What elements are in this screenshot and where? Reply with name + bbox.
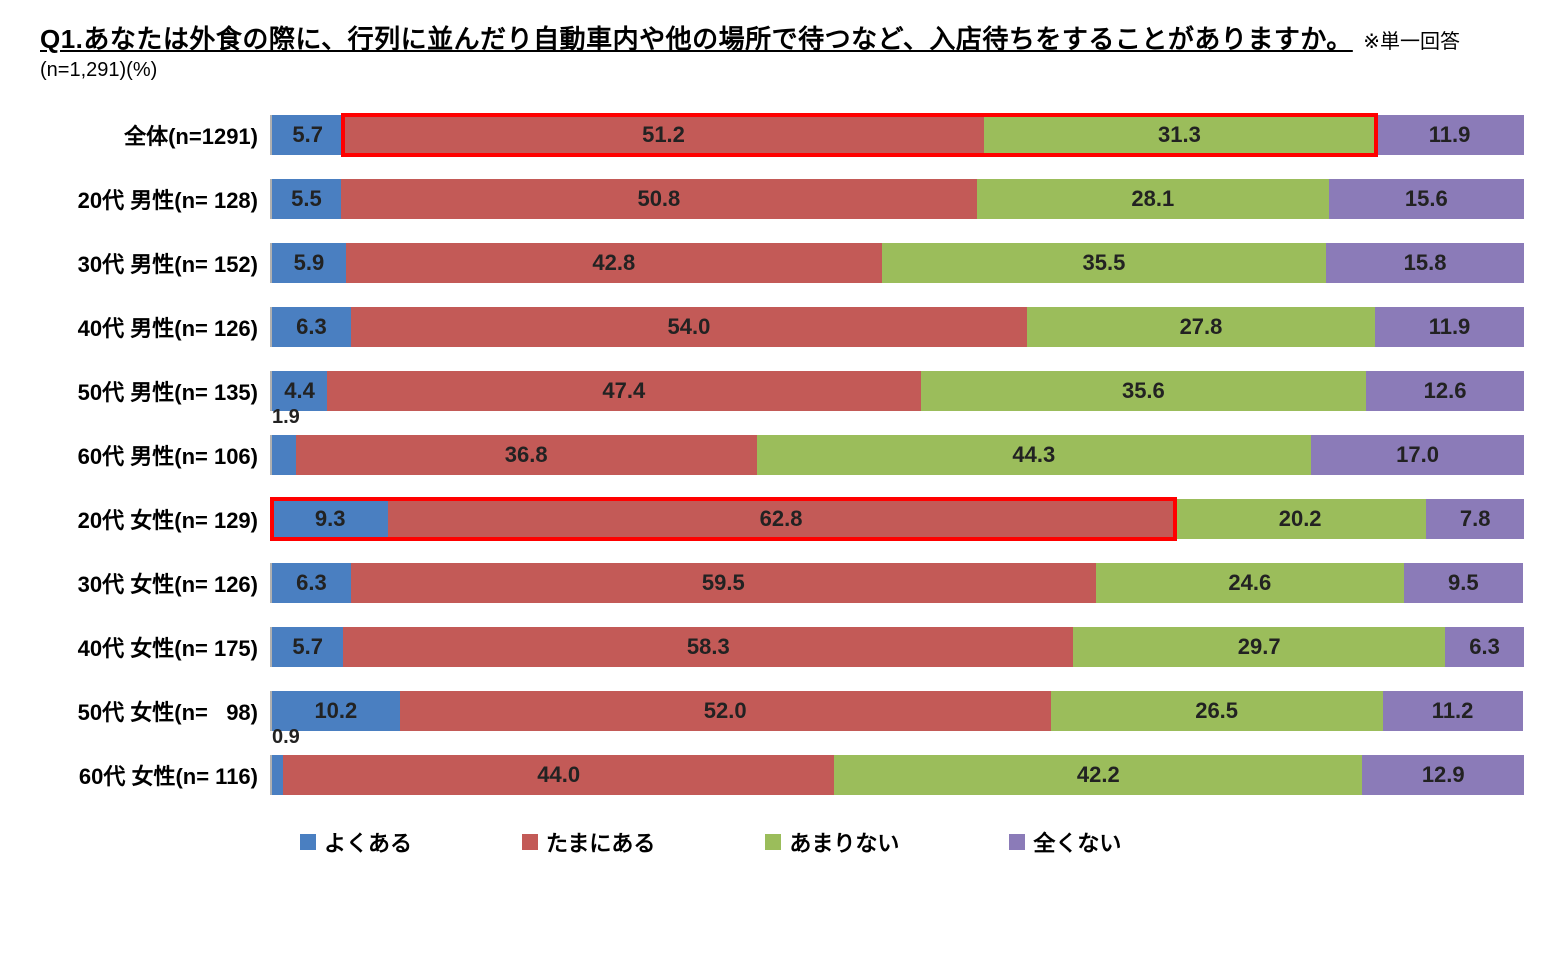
value-callout: 1.9 [272, 406, 300, 429]
bar-segment: 44.3 [757, 435, 1312, 475]
bar-segment: 9.3 [272, 499, 388, 539]
bar-segment: 59.5 [351, 563, 1096, 603]
row-label: 60代 女性(n= 116) [40, 759, 270, 791]
bar-segment: 26.5 [1051, 691, 1383, 731]
bar-segment: 52.0 [400, 691, 1051, 731]
bar-segment: 58.3 [343, 627, 1073, 667]
legend-item: あまりない [765, 826, 899, 858]
row-label: 40代 男性(n= 126) [40, 311, 270, 343]
legend: よくある たまにある あまりない 全くない [40, 826, 1524, 858]
legend-label: たまにある [546, 826, 655, 858]
bar-segment: 12.6 [1366, 371, 1524, 411]
stacked-bar-chart: 全体(n=1291)5.751.231.311.920代 男性(n= 128)5… [40, 112, 1524, 798]
bar-segment: 36.8 [296, 435, 757, 475]
legend-label: あまりない [789, 826, 899, 858]
bar-segment: 11.2 [1383, 691, 1523, 731]
row-label: 30代 男性(n= 152) [40, 247, 270, 279]
bar-area: 6.354.027.811.9 [270, 307, 1524, 347]
chart-row: 60代 女性(n= 116)0.944.042.212.9 [40, 752, 1524, 798]
bar-segment: 29.7 [1073, 627, 1445, 667]
bar-area: 5.751.231.311.9 [270, 115, 1524, 155]
bar-area: 10.252.026.511.2 [270, 691, 1524, 731]
bar-segment: 17.0 [1311, 435, 1524, 475]
bar-segment: 5.7 [272, 627, 343, 667]
legend-swatch [522, 834, 538, 850]
chart-row: 30代 男性(n= 152)5.942.835.515.8 [40, 240, 1524, 286]
bar-segment: 7.8 [1426, 499, 1524, 539]
chart-row: 60代 男性(n= 106)1.936.844.317.0 [40, 432, 1524, 478]
bar-segment [272, 435, 296, 475]
row-label: 50代 女性(n= 98) [40, 695, 270, 727]
chart-row: 50代 女性(n= 98)10.252.026.511.2 [40, 688, 1524, 734]
bar-segment: 15.6 [1329, 179, 1524, 219]
bar-segment: 6.3 [272, 563, 351, 603]
bar-segment: 51.2 [343, 115, 983, 155]
bar-area: 36.844.317.0 [270, 435, 1524, 475]
row-label: 全体(n=1291) [40, 119, 270, 151]
row-label: 50代 男性(n= 135) [40, 375, 270, 407]
chart-title-block: Q1.あなたは外食の際に、行列に並んだり自動車内や他の場所で待つなど、入店待ちを… [40, 20, 1524, 82]
bar-segment: 20.2 [1174, 499, 1427, 539]
chart-row: 20代 男性(n= 128)5.550.828.115.6 [40, 176, 1524, 222]
bar-segment: 24.6 [1096, 563, 1404, 603]
bar-area: 5.550.828.115.6 [270, 179, 1524, 219]
legend-item: よくある [300, 826, 412, 858]
bar-area: 6.359.524.69.5 [270, 563, 1524, 603]
bar-segment: 42.8 [346, 243, 882, 283]
bar-segment: 11.9 [1375, 307, 1524, 347]
legend-swatch [300, 834, 316, 850]
bar-segment: 15.8 [1326, 243, 1524, 283]
chart-title: Q1.あなたは外食の際に、行列に並んだり自動車内や他の場所で待つなど、入店待ちを… [40, 24, 1353, 54]
legend-swatch [765, 834, 781, 850]
bar-segment: 42.2 [834, 755, 1362, 795]
bar-segment: 44.0 [283, 755, 834, 795]
chart-row: 40代 女性(n= 175)5.758.329.76.3 [40, 624, 1524, 670]
chart-row: 20代 女性(n= 129)9.362.820.27.8 [40, 496, 1524, 542]
bar-segment: 5.7 [272, 115, 343, 155]
row-label: 30代 女性(n= 126) [40, 567, 270, 599]
bar-segment: 6.3 [272, 307, 351, 347]
row-label: 60代 男性(n= 106) [40, 439, 270, 471]
bar-segment: 5.9 [272, 243, 346, 283]
chart-row: 30代 女性(n= 126)6.359.524.69.5 [40, 560, 1524, 606]
bar-area: 9.362.820.27.8 [270, 499, 1524, 539]
chart-row: 50代 男性(n= 135)4.447.435.612.6 [40, 368, 1524, 414]
bar-segment: 11.9 [1375, 115, 1524, 155]
legend-item: たまにある [522, 826, 655, 858]
legend-label: 全くない [1033, 826, 1121, 858]
bar-segment: 9.5 [1404, 563, 1523, 603]
bar-area: 5.942.835.515.8 [270, 243, 1524, 283]
bar-segment: 6.3 [1445, 627, 1524, 667]
bar-segment: 27.8 [1027, 307, 1375, 347]
bar-segment: 62.8 [388, 499, 1174, 539]
bar-segment: 35.6 [921, 371, 1367, 411]
bar-segment: 12.9 [1362, 755, 1524, 795]
bar-segment: 54.0 [351, 307, 1027, 347]
bar-segment: 47.4 [327, 371, 920, 411]
row-label: 20代 女性(n= 129) [40, 503, 270, 535]
bar-segment [272, 755, 283, 795]
bar-segment: 4.4 [272, 371, 327, 411]
row-label: 40代 女性(n= 175) [40, 631, 270, 663]
bar-segment: 5.5 [272, 179, 341, 219]
bar-area: 44.042.212.9 [270, 755, 1524, 795]
legend-swatch [1009, 834, 1025, 850]
chart-row: 40代 男性(n= 126)6.354.027.811.9 [40, 304, 1524, 350]
bar-area: 5.758.329.76.3 [270, 627, 1524, 667]
value-callout: 0.9 [272, 726, 300, 749]
bar-segment: 10.2 [272, 691, 400, 731]
bar-segment: 50.8 [341, 179, 977, 219]
bar-segment: 31.3 [984, 115, 1375, 155]
row-label: 20代 男性(n= 128) [40, 183, 270, 215]
chart-row: 全体(n=1291)5.751.231.311.9 [40, 112, 1524, 158]
bar-segment: 35.5 [882, 243, 1326, 283]
legend-item: 全くない [1009, 826, 1121, 858]
legend-label: よくある [324, 826, 412, 858]
bar-segment: 28.1 [977, 179, 1329, 219]
bar-area: 4.447.435.612.6 [270, 371, 1524, 411]
